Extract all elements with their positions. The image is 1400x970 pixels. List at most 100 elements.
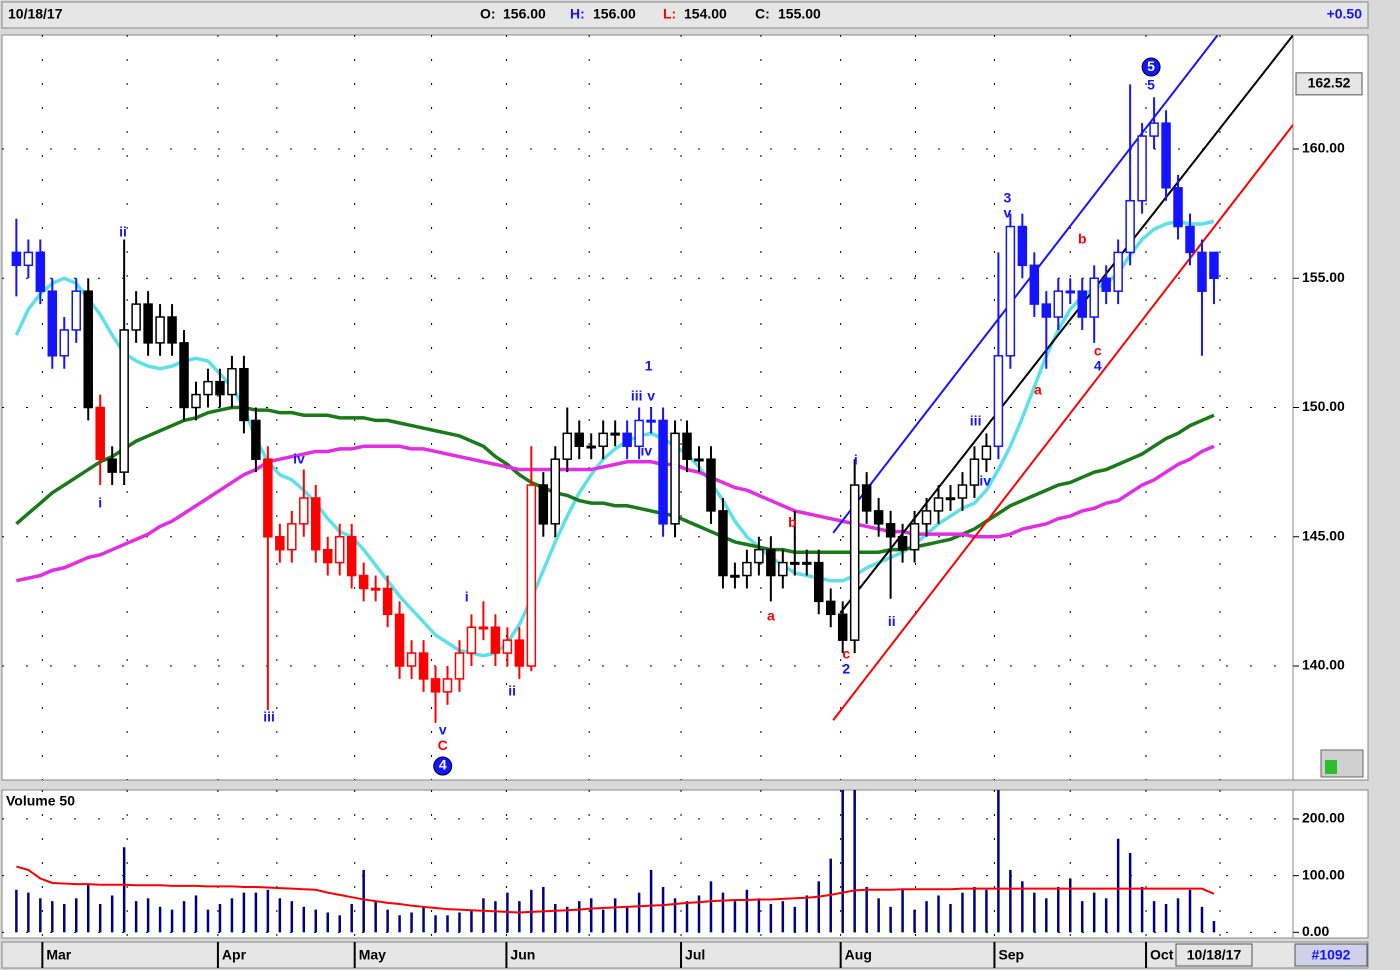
candle-body [897,536,908,551]
candle-body [299,497,309,525]
candle-body [83,290,93,409]
moving-average [14,219,1215,658]
wave-label: 3 [1003,190,1011,206]
moving-average [16,444,1215,583]
volume-panel [1,789,1294,939]
candle-body [502,639,513,654]
candle-body [981,445,992,460]
close-value: 155.00 [778,6,821,22]
candle-body [945,497,956,501]
wave-label: C [438,737,448,753]
candle-body [334,536,345,564]
candle-body [778,561,788,577]
candle-body [1197,251,1207,292]
wave-label: b [1078,231,1087,247]
candle-body [23,251,34,267]
candle-body [454,652,465,680]
wave-label: v [439,722,447,738]
wave-label: 1 [645,358,653,374]
low-label: L: [663,6,676,22]
candle-body [837,613,848,641]
volume-plot [2,790,1293,938]
candle-body [1209,251,1219,279]
candle-body [730,574,740,578]
candle-body [322,548,333,564]
y-tick-label: 140.00 [1302,657,1345,673]
candle-body [251,419,261,460]
candle-body [1137,135,1147,202]
wave-label: i [465,589,469,605]
candle-body [143,303,153,344]
price-plot [2,35,1293,780]
candle-body [861,484,872,512]
wave-label: iii [631,388,643,404]
header-bar [1,1,1369,29]
candle-body [562,432,573,460]
candle-body [658,419,668,525]
candle-body [478,626,489,630]
wave-label: v [1003,205,1011,221]
candle-body [155,316,165,344]
candle-body [969,458,980,486]
volume-axis-panel [1292,789,1369,939]
candle-body [406,652,417,667]
close-label: C: [755,6,770,22]
candle-body [1101,277,1111,292]
candle-body [131,303,141,331]
candle-body [957,484,968,499]
price-panel [1,34,1294,781]
id-box [1294,943,1368,967]
candle-body [490,626,501,654]
candle-body [11,251,22,267]
candle-body [622,432,632,448]
candle-body [1173,187,1183,228]
candle-body [586,445,596,449]
wave-label: 2 [842,661,850,677]
x-tick-label: Jun [510,947,535,963]
candle-body [933,497,944,512]
candle-body [107,458,117,473]
candle-body [742,561,752,577]
candle-body [790,561,800,565]
candle-body [802,561,812,565]
candle-body [1185,225,1195,254]
low-value: 154.00 [684,6,727,22]
candle-body [825,600,836,616]
candle-body [1017,225,1028,267]
candle-body [1149,122,1159,137]
candle-body [766,548,776,577]
candle-body [442,678,453,693]
wave-label: ii [888,613,896,629]
candle-body [1041,303,1052,318]
date-box [1175,943,1253,967]
wave-label: c [1094,343,1102,359]
wave-label: iii [263,708,275,724]
wave-label: v [647,388,655,404]
candle-body [430,678,441,693]
candle-body [921,510,932,525]
wave-circle [433,756,453,776]
candle-body [418,652,429,680]
candle-body [1113,251,1123,292]
candle-body [275,536,285,551]
wave-label: i [98,495,102,511]
wave-label: 5 [1147,58,1155,74]
high-label: H: [570,6,585,22]
candle-body [95,406,105,460]
candle-body [119,329,129,473]
candle-body [1005,225,1016,357]
candle-body [394,613,405,667]
candle-body [191,393,201,409]
candle-body [1089,277,1099,318]
candle-body [574,432,584,448]
y-tick-label: 145.00 [1302,527,1345,543]
candle-body [179,342,189,409]
candle-body [1077,290,1087,318]
x-tick-label: Mar [46,947,71,963]
footer-id: #1092 [1312,947,1351,963]
candle-body [1029,264,1040,305]
volume-average [16,865,1215,914]
wave-label: ii [508,683,516,699]
candle-body [873,510,884,525]
